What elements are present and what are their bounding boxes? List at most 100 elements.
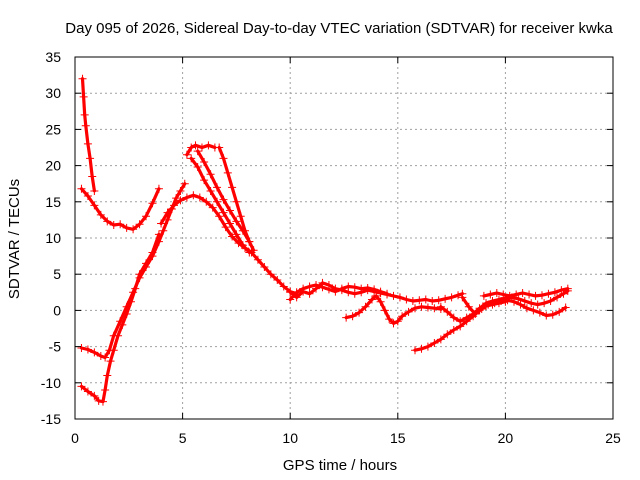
data-point-plus [236, 212, 245, 221]
data-point-plus [182, 193, 191, 202]
data-point-plus [546, 296, 555, 305]
data-point-plus [96, 352, 105, 361]
data-point-plus [182, 150, 191, 159]
data-point-plus [423, 303, 432, 312]
series-track-9 [215, 143, 258, 255]
series-track-7 [187, 154, 254, 257]
data-point-plus [395, 293, 404, 302]
data-point-plus [411, 304, 420, 313]
data-point-plus [197, 143, 206, 152]
data-point-plus [389, 291, 398, 300]
data-point-plus [213, 183, 222, 192]
data-point-plus [279, 282, 288, 291]
data-point-plus [77, 382, 86, 391]
data-point-plus [225, 219, 234, 228]
data-point-plus [421, 295, 430, 304]
data-point-plus [88, 172, 97, 181]
data-point-plus [292, 288, 301, 297]
data-point-plus [537, 291, 546, 300]
data-point-plus [441, 294, 450, 303]
data-point-plus [154, 184, 163, 193]
data-point-plus [101, 386, 110, 395]
data-point-plus [241, 226, 250, 235]
data-point-plus [232, 230, 241, 239]
data-point-plus [380, 306, 389, 315]
data-point-plus [348, 312, 357, 321]
data-point-plus [337, 284, 346, 293]
data-point-plus [449, 325, 458, 334]
data-point-plus [533, 300, 542, 309]
data-point-plus [109, 220, 118, 229]
data-point-plus [83, 192, 92, 201]
data-point-plus [490, 299, 499, 308]
data-point-plus [563, 284, 572, 293]
data-point-plus [443, 330, 452, 339]
data-point-plus [430, 338, 439, 347]
data-point-plus [135, 273, 144, 282]
series-track-3 [77, 230, 163, 406]
data-point-plus [497, 296, 506, 305]
data-point-plus [109, 331, 118, 340]
data-series [77, 74, 572, 406]
data-point-plus [398, 312, 407, 321]
data-point-plus [200, 176, 209, 185]
y-tick-label: 15 [45, 194, 61, 210]
series-track-6 [182, 141, 219, 159]
data-point-plus [540, 299, 549, 308]
data-point-plus [454, 291, 463, 300]
data-point-plus [355, 308, 364, 317]
data-point-plus [529, 306, 538, 315]
series-track-16 [479, 284, 572, 300]
data-point-plus [324, 285, 333, 294]
data-point-plus [402, 295, 411, 304]
data-point-plus [116, 220, 125, 229]
data-point-plus [79, 92, 88, 101]
data-point-plus [105, 346, 114, 355]
data-point-plus [411, 346, 420, 355]
y-tick-label: -10 [41, 375, 61, 391]
data-point-plus [129, 288, 138, 297]
data-point-plus [299, 284, 308, 293]
data-point-plus [417, 344, 426, 353]
data-point-plus [90, 348, 99, 357]
data-point-plus [305, 289, 314, 298]
y-axis-tick-labels: -15 -10 -5 0 5 10 15 20 25 30 35 [41, 49, 61, 427]
y-axis-label: SDTVAR / TECUs [6, 179, 23, 299]
data-point-plus [477, 304, 486, 313]
data-point-plus [479, 291, 488, 300]
series-track-1 [78, 74, 99, 195]
x-axis-tick-labels: 0 5 10 15 20 25 [71, 430, 621, 446]
data-point-plus [514, 294, 523, 303]
data-point-plus [206, 170, 215, 179]
data-point-plus [180, 179, 189, 188]
data-point-plus [219, 208, 228, 217]
data-point-plus [129, 225, 138, 234]
data-point-plus [525, 290, 534, 299]
series-trace [79, 232, 161, 404]
data-point-plus [260, 262, 269, 271]
data-point-plus [389, 319, 398, 328]
data-point-plus [561, 303, 570, 312]
data-point-plus [312, 281, 321, 290]
data-point-plus [77, 344, 86, 353]
data-point-plus [98, 397, 107, 406]
data-point-plus [555, 307, 564, 316]
data-point-plus [238, 241, 247, 250]
data-point-plus [253, 255, 262, 264]
data-point-plus [148, 252, 157, 261]
data-point-plus [462, 313, 471, 322]
data-point-plus [77, 184, 86, 193]
data-point-plus [83, 139, 92, 148]
data-point-plus [195, 193, 204, 202]
data-point-plus [385, 315, 394, 324]
data-point-plus [376, 287, 385, 296]
data-point-plus [245, 248, 254, 257]
data-point-plus [193, 147, 202, 156]
data-point-plus [228, 232, 237, 241]
data-point-plus [370, 285, 379, 294]
data-point-plus [408, 296, 417, 305]
data-point-plus [215, 212, 224, 221]
x-tick-label: 0 [71, 430, 79, 446]
data-point-plus [176, 196, 185, 205]
data-point-plus [232, 197, 241, 206]
